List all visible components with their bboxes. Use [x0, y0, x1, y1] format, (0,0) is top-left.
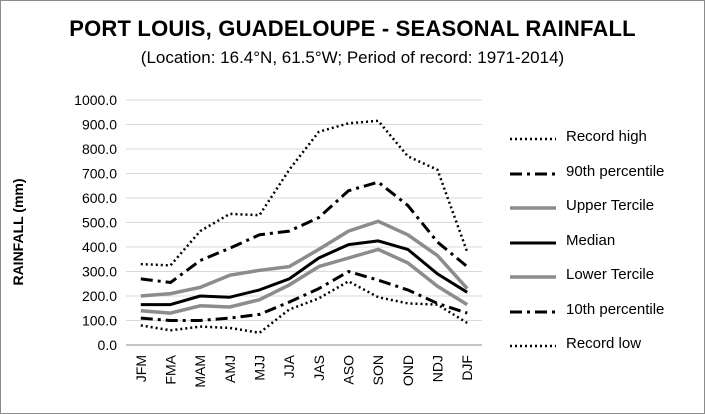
y-tick-label: 0.0: [98, 337, 118, 353]
x-tick-label: ASO: [341, 355, 357, 385]
y-tick-label: 100.0: [82, 313, 117, 329]
y-tick-label: 900.0: [82, 117, 117, 133]
x-tick-label: SON: [370, 355, 386, 385]
chart-title: PORT LOUIS, GUADELOUPE - SEASONAL RAINFA…: [69, 16, 636, 41]
legend-label: 10th percentile: [566, 300, 665, 318]
x-tick-label: FMA: [163, 354, 179, 384]
x-tick-label: MJJ: [252, 355, 268, 381]
chart-subtitle: (Location: 16.4°N, 61.5°W; Period of rec…: [140, 48, 565, 67]
x-tick-label: AMJ: [222, 355, 238, 383]
legend-swatch: [510, 310, 556, 313]
series-line-median: [140, 239, 468, 307]
series-line-lower-tercile: [140, 247, 469, 315]
legend-label: Record high: [566, 128, 647, 145]
series-line-90th-percentile: [140, 180, 469, 284]
legend-swatch: [510, 206, 556, 210]
x-tick-label: NDJ: [430, 355, 446, 382]
y-tick-label: 600.0: [82, 190, 117, 206]
legend-label: 90th percentile: [566, 162, 665, 180]
legend-label: Median: [566, 231, 616, 249]
y-tick-label: 200.0: [82, 288, 117, 304]
legend-label: Record low: [566, 335, 642, 352]
series-line-record-low: [140, 280, 468, 335]
legend-swatch: [510, 241, 556, 244]
legend-swatch: [510, 275, 556, 279]
legend-label: Lower Tercile: [566, 266, 655, 283]
series-line-10th-percentile: [140, 270, 468, 322]
y-tick-label: 800.0: [82, 141, 117, 157]
series-line-upper-tercile: [140, 219, 469, 298]
x-tick-label: JJA: [281, 354, 297, 378]
x-tick-label: OND: [400, 355, 416, 386]
legend-swatch: [510, 344, 556, 348]
legend-swatch: [510, 137, 556, 141]
y-tick-label: 400.0: [82, 239, 117, 255]
x-tick-label: DJF: [459, 355, 475, 381]
y-tick-label: 1000.0: [74, 92, 117, 108]
x-tick-label: MAM: [192, 355, 208, 388]
legend-label: Upper Tercile: [566, 197, 655, 214]
y-tick-label: 700.0: [82, 166, 117, 182]
legend-swatch: [510, 172, 556, 175]
y-tick-label: 500.0: [82, 215, 117, 231]
x-tick-label: JAS: [311, 355, 327, 381]
y-tick-label: 300.0: [82, 264, 117, 280]
x-tick-label: JFM: [133, 355, 149, 382]
